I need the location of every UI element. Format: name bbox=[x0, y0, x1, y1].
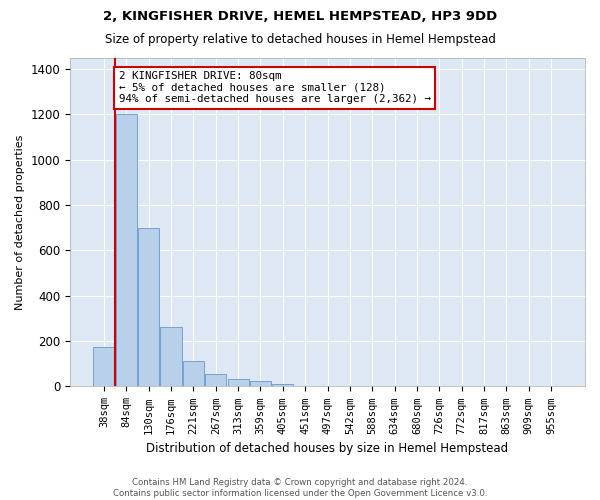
X-axis label: Distribution of detached houses by size in Hemel Hempstead: Distribution of detached houses by size … bbox=[146, 442, 509, 455]
Bar bbox=[138, 228, 160, 386]
Text: Contains HM Land Registry data © Crown copyright and database right 2024.
Contai: Contains HM Land Registry data © Crown c… bbox=[113, 478, 487, 498]
Bar bbox=[250, 381, 271, 386]
Bar bbox=[116, 114, 137, 386]
Bar bbox=[183, 362, 204, 386]
Text: 2, KINGFISHER DRIVE, HEMEL HEMPSTEAD, HP3 9DD: 2, KINGFISHER DRIVE, HEMEL HEMPSTEAD, HP… bbox=[103, 10, 497, 23]
Text: Size of property relative to detached houses in Hemel Hempstead: Size of property relative to detached ho… bbox=[104, 32, 496, 46]
Text: 2 KINGFISHER DRIVE: 80sqm
← 5% of detached houses are smaller (128)
94% of semi-: 2 KINGFISHER DRIVE: 80sqm ← 5% of detach… bbox=[119, 71, 431, 104]
Bar bbox=[227, 378, 249, 386]
Y-axis label: Number of detached properties: Number of detached properties bbox=[15, 134, 25, 310]
Bar bbox=[272, 384, 293, 386]
Bar bbox=[160, 328, 182, 386]
Bar bbox=[205, 374, 226, 386]
Bar bbox=[94, 346, 115, 387]
